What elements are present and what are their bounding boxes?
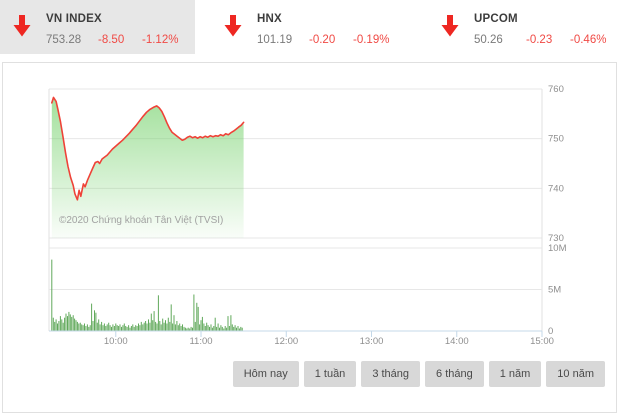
index-name: UPCOM xyxy=(474,13,518,25)
price-axis-label: 760 xyxy=(548,84,564,95)
index-change-percent: -0.46% xyxy=(570,34,607,46)
price-axis-label: 740 xyxy=(548,183,564,194)
time-axis-label: 13:00 xyxy=(360,336,384,347)
volume-gridlines xyxy=(49,247,542,290)
chart-panel: 10:00 11:00 12:00 13:00 14:00 15:00 760 750 740 7… xyxy=(2,62,617,413)
time-axis: 10:00 11:00 12:00 13:00 14:00 15:00 xyxy=(49,330,554,347)
range-button-6-months[interactable]: 6 tháng xyxy=(425,361,484,387)
range-button-3-months[interactable]: 3 tháng xyxy=(361,361,421,387)
down-arrow-icon xyxy=(440,14,460,38)
time-axis-label: 14:00 xyxy=(445,336,469,347)
price-axis-label: 750 xyxy=(548,134,564,145)
down-arrow-icon xyxy=(12,14,32,38)
time-axis-label: 10:00 xyxy=(104,336,128,347)
range-button-1-year[interactable]: 1 năm xyxy=(488,361,542,387)
index-value: 753.28 xyxy=(46,34,82,46)
range-button-1-week[interactable]: 1 tuần xyxy=(303,361,357,387)
price-line xyxy=(51,96,245,201)
index-change: -8.50 xyxy=(98,34,125,46)
index-summary-bar: VN INDEX 753.28 -8.50 -1.12% HNX 101.19 … xyxy=(0,0,623,54)
time-axis-label: 11:00 xyxy=(189,336,212,347)
volume-axis-label: 5M xyxy=(548,285,561,296)
price-axis-label: 730 xyxy=(548,233,564,244)
time-axis-label: 12:00 xyxy=(274,336,298,347)
index-change: -0.23 xyxy=(526,34,553,46)
index-change: -0.20 xyxy=(309,34,336,46)
volume-bars xyxy=(51,259,243,332)
index-value: 101.19 xyxy=(257,34,293,46)
index-name: HNX xyxy=(257,13,282,25)
index-name: VN INDEX xyxy=(46,13,102,25)
watermark: ©2020 Chứng khoán Tân Việt (TVSI) xyxy=(59,215,224,226)
volume-axis-label: 0 xyxy=(548,326,553,337)
index-change-percent: -1.12% xyxy=(142,34,179,46)
volume-axis-label: 10M xyxy=(548,243,567,254)
index-tab-hnx[interactable]: HNX 101.19 -0.20 -0.19% xyxy=(195,0,410,54)
down-arrow-icon xyxy=(223,14,243,38)
range-button-10-years[interactable]: 10 năm xyxy=(546,361,605,387)
index-tab-vnindex[interactable]: VN INDEX 753.28 -8.50 -1.12% xyxy=(0,0,195,54)
index-tab-upcom[interactable]: UPCOM 50.26 -0.23 -0.46% xyxy=(410,0,623,54)
price-volume-chart[interactable]: 10:00 11:00 12:00 13:00 14:00 15:007607507407… xyxy=(3,63,616,355)
time-axis-label: 15:00 xyxy=(530,336,554,347)
range-selector: Hôm nay 1 tuần 3 tháng 6 tháng 1 năm 10 … xyxy=(232,361,605,387)
index-value: 50.26 xyxy=(474,34,503,46)
price-area-fill xyxy=(51,97,244,239)
range-button-today[interactable]: Hôm nay xyxy=(232,361,299,387)
index-change-percent: -0.19% xyxy=(353,34,390,46)
